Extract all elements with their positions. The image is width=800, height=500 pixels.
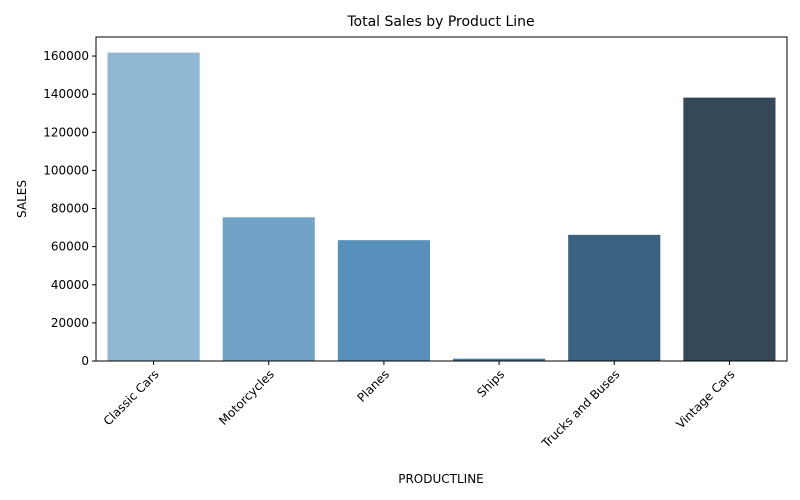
y-axis-label: SALES [15, 180, 29, 218]
bar-planes [337, 240, 430, 361]
x-axis: Classic Cars Motorcycles Planes Ships Trucks… [101, 361, 738, 451]
y-tick-label: 20000 [51, 316, 89, 330]
x-tick-label: Planes [354, 367, 392, 405]
plot-frame [95, 36, 788, 362]
x-tick-label: Trucks and Buses [538, 367, 622, 451]
bar-trucks-and-buses [568, 234, 661, 361]
y-tick-label: 40000 [51, 278, 89, 292]
chart-title: Total Sales by Product Line [346, 14, 534, 30]
y-tick-label: 100000 [43, 163, 89, 177]
bar-classic-cars [107, 52, 200, 361]
y-tick-label: 140000 [43, 87, 89, 101]
y-tick-label: 80000 [51, 202, 89, 216]
y-tick-label: 120000 [43, 125, 89, 139]
y-tick-label: 160000 [43, 49, 89, 63]
y-axis: 0 20000 40000 60000 80000 100000 120000 140000 1… [43, 49, 96, 368]
bar-ships [453, 358, 546, 361]
bars-group [107, 52, 776, 361]
y-tick-label: 0 [81, 354, 89, 368]
y-tick-label: 60000 [51, 240, 89, 254]
bar-motorcycles [222, 217, 315, 361]
x-tick-label: Vintage Cars [673, 367, 737, 431]
x-axis-label: PRODUCTLINE [398, 472, 484, 486]
bar-vintage-cars [683, 97, 776, 361]
x-tick-label: Ships [474, 367, 507, 400]
x-tick-label: Motorcycles [216, 367, 277, 428]
x-tick-label: Classic Cars [101, 367, 162, 428]
